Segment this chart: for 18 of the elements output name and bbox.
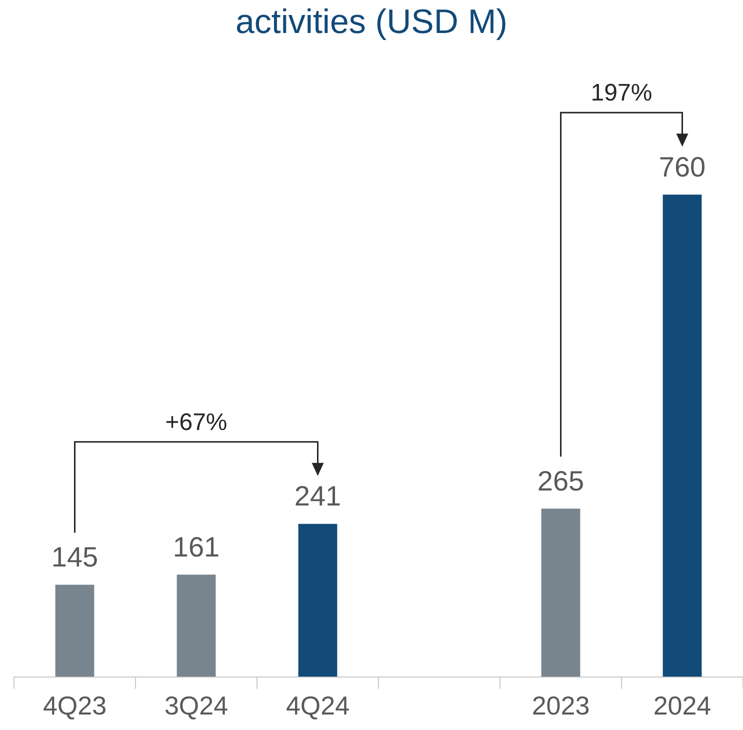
bar bbox=[176, 574, 216, 677]
bar bbox=[662, 194, 702, 677]
x-tick-label: 2024 bbox=[653, 690, 712, 721]
data-label: 161 bbox=[172, 531, 220, 562]
x-tick-label: 4Q23 bbox=[42, 690, 107, 721]
data-label: 145 bbox=[51, 542, 98, 573]
chart-title: activities (USD M) bbox=[234, 2, 509, 43]
bar bbox=[55, 584, 94, 677]
annotation: +67% bbox=[165, 408, 228, 436]
data-label: 241 bbox=[294, 480, 342, 512]
data-label: 265 bbox=[537, 465, 584, 496]
bar bbox=[298, 524, 338, 677]
text: 197% bbox=[590, 80, 652, 107]
x-tick-label: 3Q24 bbox=[164, 690, 228, 721]
x-tick-label: 2023 bbox=[532, 690, 590, 721]
bar bbox=[541, 508, 580, 677]
data-label: 760 bbox=[658, 151, 706, 182]
x-tick-label: 4Q24 bbox=[286, 690, 350, 721]
